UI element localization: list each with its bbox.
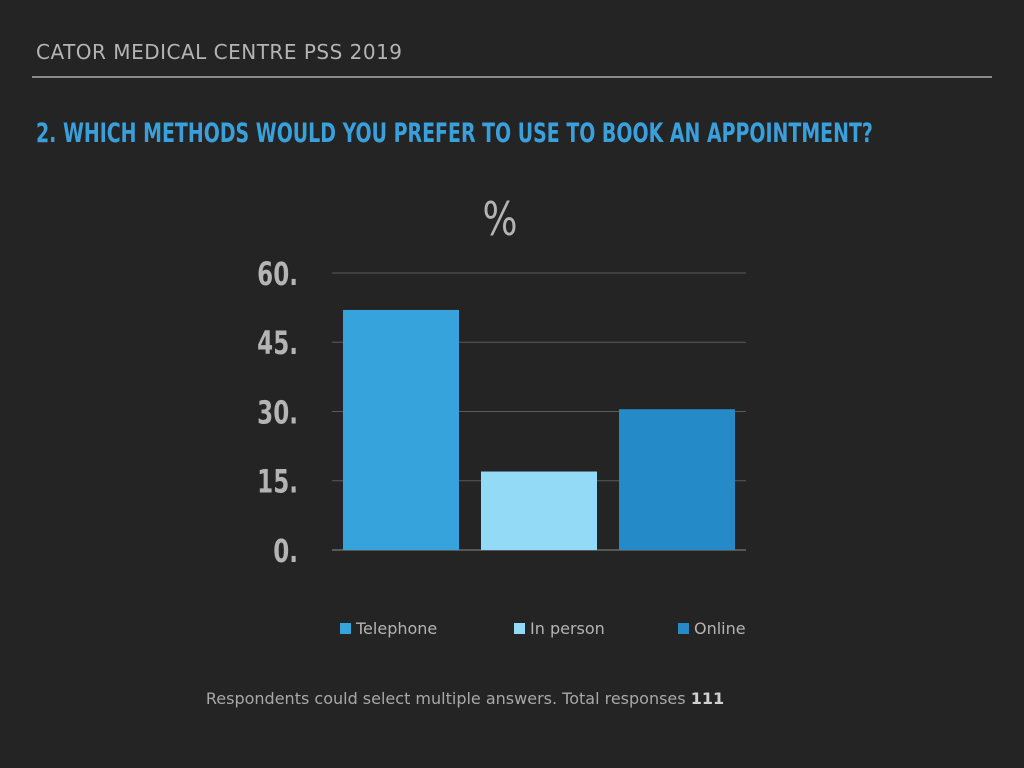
footnote-text: Respondents could select multiple answer…: [205, 689, 686, 708]
legend-item: Online: [678, 619, 746, 638]
chart-title: %: [483, 192, 518, 246]
chart-legend: Telephone In person Online: [0, 619, 1024, 641]
legend-label: In person: [530, 619, 605, 638]
legend-item: Telephone: [340, 619, 437, 638]
legend-swatch: [514, 623, 525, 634]
question-title: 2. WHICH METHODS WOULD YOU PREFER TO USE…: [36, 118, 873, 149]
y-tick-label: 15.: [257, 463, 298, 501]
bar-online: [619, 409, 735, 550]
footnote: Respondents could select multiple answer…: [0, 689, 930, 708]
bar-telephone: [343, 309, 459, 550]
legend-swatch: [678, 623, 689, 634]
bar-in-person: [481, 471, 597, 550]
y-tick-label: 0.: [273, 532, 298, 570]
legend-label: Online: [694, 619, 746, 638]
header-title: CATOR MEDICAL CENTRE PSS 2019: [36, 40, 403, 64]
legend-swatch: [340, 623, 351, 634]
footnote-total: 111: [690, 689, 725, 708]
legend-label: Telephone: [356, 619, 438, 638]
y-tick-label: 60.: [257, 255, 298, 293]
legend-item: In person: [514, 619, 605, 638]
header-divider: [32, 76, 992, 78]
y-tick-label: 45.: [257, 324, 298, 362]
y-tick-label: 30.: [257, 394, 298, 432]
